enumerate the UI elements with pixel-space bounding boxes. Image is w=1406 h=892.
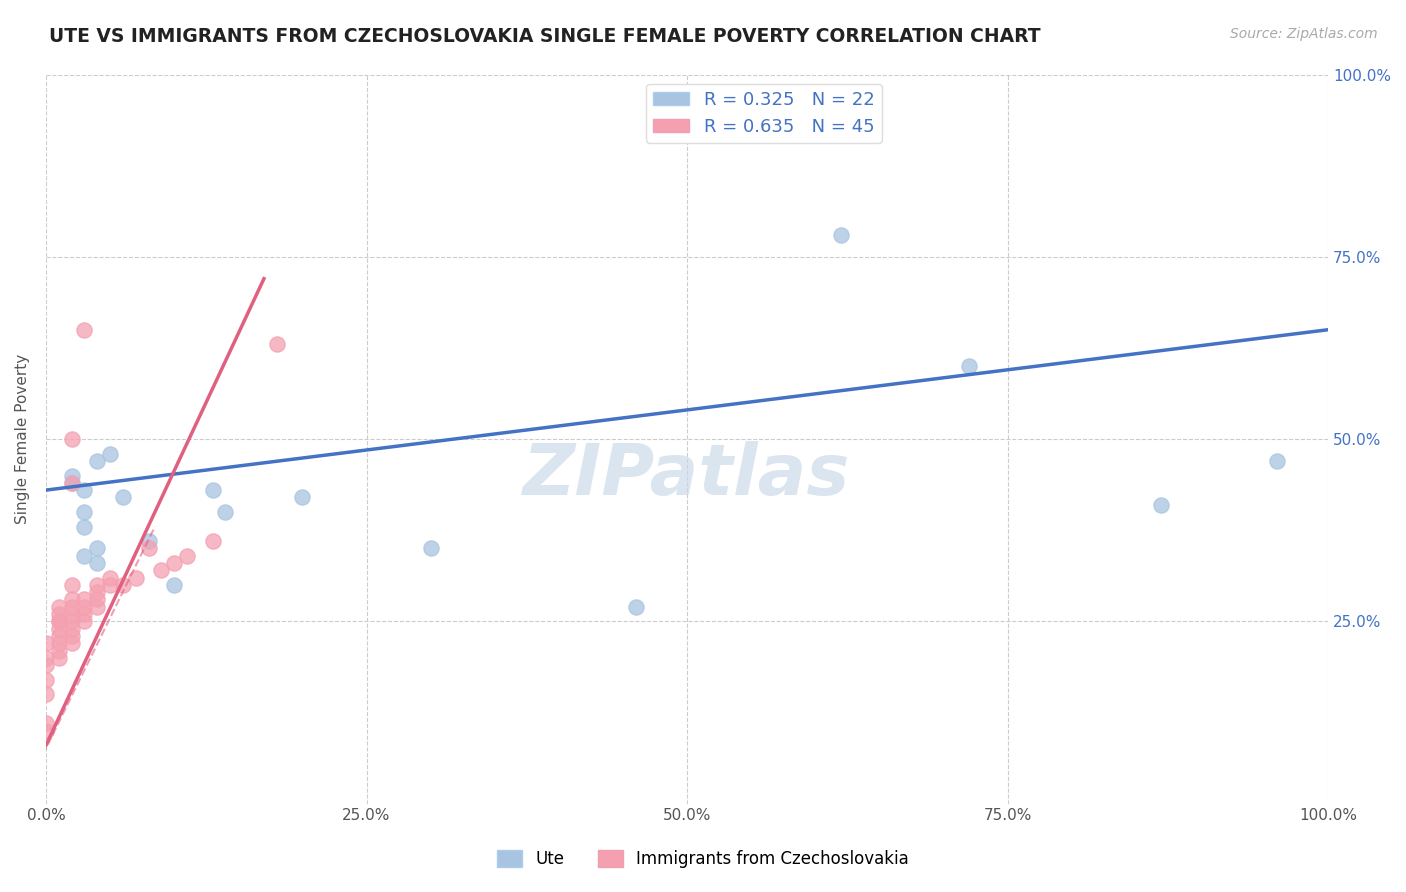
Point: [35, 650, 58, 665]
Point: [48, 599, 70, 614]
Point: [73, 505, 96, 519]
Point: [48, 629, 70, 643]
Point: [48, 622, 70, 636]
Point: [291, 491, 314, 505]
Point: [111, 491, 134, 505]
Point: [48, 615, 70, 629]
Point: [201, 483, 224, 497]
Point: [624, 599, 647, 614]
Point: [73, 599, 96, 614]
Point: [98, 571, 121, 585]
Point: [830, 227, 852, 242]
Point: [163, 578, 186, 592]
Point: [86, 585, 108, 599]
Point: [201, 534, 224, 549]
Point: [48, 615, 70, 629]
Point: [60, 622, 83, 636]
Point: [86, 578, 108, 592]
Point: [86, 599, 108, 614]
Point: [60, 578, 83, 592]
Point: [1150, 498, 1173, 512]
Point: [60, 599, 83, 614]
Point: [214, 505, 236, 519]
Point: [419, 541, 441, 556]
Point: [35, 673, 58, 687]
Legend: R = 0.325   N = 22, R = 0.635   N = 45: R = 0.325 N = 22, R = 0.635 N = 45: [647, 84, 882, 143]
Point: [150, 563, 173, 577]
Point: [111, 578, 134, 592]
Point: [35, 723, 58, 738]
Point: [73, 483, 96, 497]
Point: [35, 658, 58, 673]
Point: [98, 447, 121, 461]
Point: [86, 541, 108, 556]
Point: [176, 549, 198, 563]
Point: [35, 636, 58, 650]
Point: [73, 549, 96, 563]
Text: ZIPatlas: ZIPatlas: [523, 441, 851, 510]
Legend: Ute, Immigrants from Czechoslovakia: Ute, Immigrants from Czechoslovakia: [491, 843, 915, 875]
Point: [86, 592, 108, 607]
Point: [60, 475, 83, 490]
Point: [48, 650, 70, 665]
Point: [35, 716, 58, 731]
Point: [73, 323, 96, 337]
Point: [125, 571, 148, 585]
Point: [86, 454, 108, 468]
Point: [60, 607, 83, 621]
Point: [73, 615, 96, 629]
Point: [1265, 454, 1288, 468]
Point: [48, 643, 70, 657]
Point: [138, 534, 160, 549]
Point: [138, 541, 160, 556]
Text: Source: ZipAtlas.com: Source: ZipAtlas.com: [1230, 27, 1378, 41]
Point: [73, 607, 96, 621]
Point: [86, 556, 108, 570]
Point: [48, 636, 70, 650]
Point: [60, 615, 83, 629]
Point: [73, 519, 96, 533]
Point: [163, 556, 186, 570]
Point: [60, 629, 83, 643]
Point: [35, 687, 58, 701]
Y-axis label: Single Female Poverty: Single Female Poverty: [15, 354, 30, 524]
Point: [60, 592, 83, 607]
Point: [266, 337, 288, 351]
Point: [73, 592, 96, 607]
Point: [48, 607, 70, 621]
Point: [98, 578, 121, 592]
Point: [957, 359, 980, 373]
Point: [60, 636, 83, 650]
Point: [60, 475, 83, 490]
Point: [60, 468, 83, 483]
Text: UTE VS IMMIGRANTS FROM CZECHOSLOVAKIA SINGLE FEMALE POVERTY CORRELATION CHART: UTE VS IMMIGRANTS FROM CZECHOSLOVAKIA SI…: [49, 27, 1040, 45]
Point: [60, 432, 83, 446]
